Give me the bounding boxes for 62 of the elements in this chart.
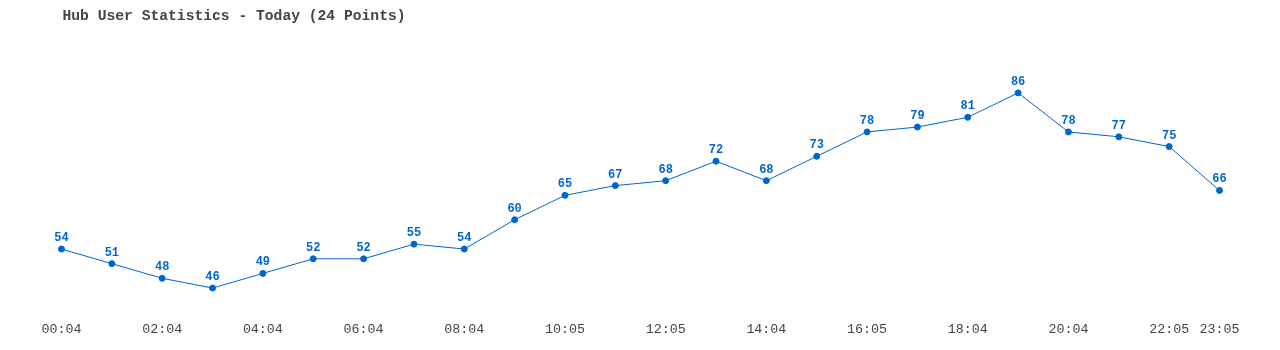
- data-label: 68: [658, 162, 673, 177]
- data-label: 81: [960, 99, 975, 114]
- data-label: 66: [1212, 172, 1227, 187]
- x-tick-label: 22:05: [1149, 321, 1190, 337]
- data-label: 73: [809, 138, 824, 153]
- point: [410, 240, 418, 248]
- data-label: 65: [557, 177, 573, 192]
- data-label: 52: [306, 240, 321, 255]
- point: [309, 255, 317, 263]
- point: [158, 274, 166, 282]
- point: [511, 216, 519, 224]
- data-label: 86: [1010, 74, 1026, 89]
- point: [460, 245, 468, 253]
- data-label: 72: [708, 143, 724, 158]
- point: [1014, 89, 1022, 97]
- data-label: 54: [457, 231, 472, 246]
- data-label: 78: [859, 113, 875, 128]
- chart-title: Hub User Statistics - Today (24 Points): [62, 7, 406, 24]
- point: [57, 245, 65, 253]
- x-tick-label: 14:04: [746, 321, 787, 337]
- x-tick-label: 10:05: [544, 321, 585, 337]
- point: [1165, 143, 1173, 151]
- point: [662, 177, 670, 185]
- point: [259, 269, 267, 277]
- point: [964, 113, 972, 121]
- data-label: 68: [759, 162, 774, 177]
- x-tick-label: 20:04: [1048, 321, 1089, 337]
- data-label: 77: [1111, 118, 1127, 133]
- point: [360, 255, 368, 263]
- data-label: 78: [1061, 113, 1076, 128]
- x-tick-label: 08:04: [444, 321, 485, 337]
- point: [561, 191, 569, 199]
- data-label: 52: [356, 240, 371, 255]
- data-label: 49: [255, 255, 271, 270]
- point: [1064, 128, 1072, 136]
- data-label: 79: [910, 109, 925, 124]
- point: [611, 182, 619, 190]
- point: [762, 177, 770, 185]
- point: [712, 157, 720, 165]
- data-label: 67: [608, 167, 623, 182]
- x-tick-label: 12:05: [645, 321, 686, 337]
- data-label: 51: [104, 245, 120, 260]
- data-label: 55: [406, 226, 422, 241]
- x-tick-label: 18:04: [947, 321, 988, 337]
- point: [813, 152, 821, 160]
- data-label: 75: [1161, 128, 1177, 143]
- point: [913, 123, 921, 131]
- point: [863, 128, 871, 136]
- point: [209, 284, 217, 292]
- x-tick-label: 23:05: [1199, 321, 1240, 337]
- x-tick-label: 02:04: [142, 321, 183, 337]
- x-tick-label: 00:04: [41, 321, 82, 337]
- data-label: 46: [205, 270, 220, 285]
- point: [108, 260, 116, 268]
- data-label: 54: [54, 231, 69, 246]
- data-label: 60: [507, 201, 522, 216]
- point: [1115, 133, 1123, 141]
- data-label: 48: [154, 260, 170, 275]
- x-tick-label: 16:05: [847, 321, 888, 337]
- point: [1216, 186, 1224, 194]
- x-tick-label: 04:04: [242, 321, 283, 337]
- x-tick-label: 06:04: [343, 321, 384, 337]
